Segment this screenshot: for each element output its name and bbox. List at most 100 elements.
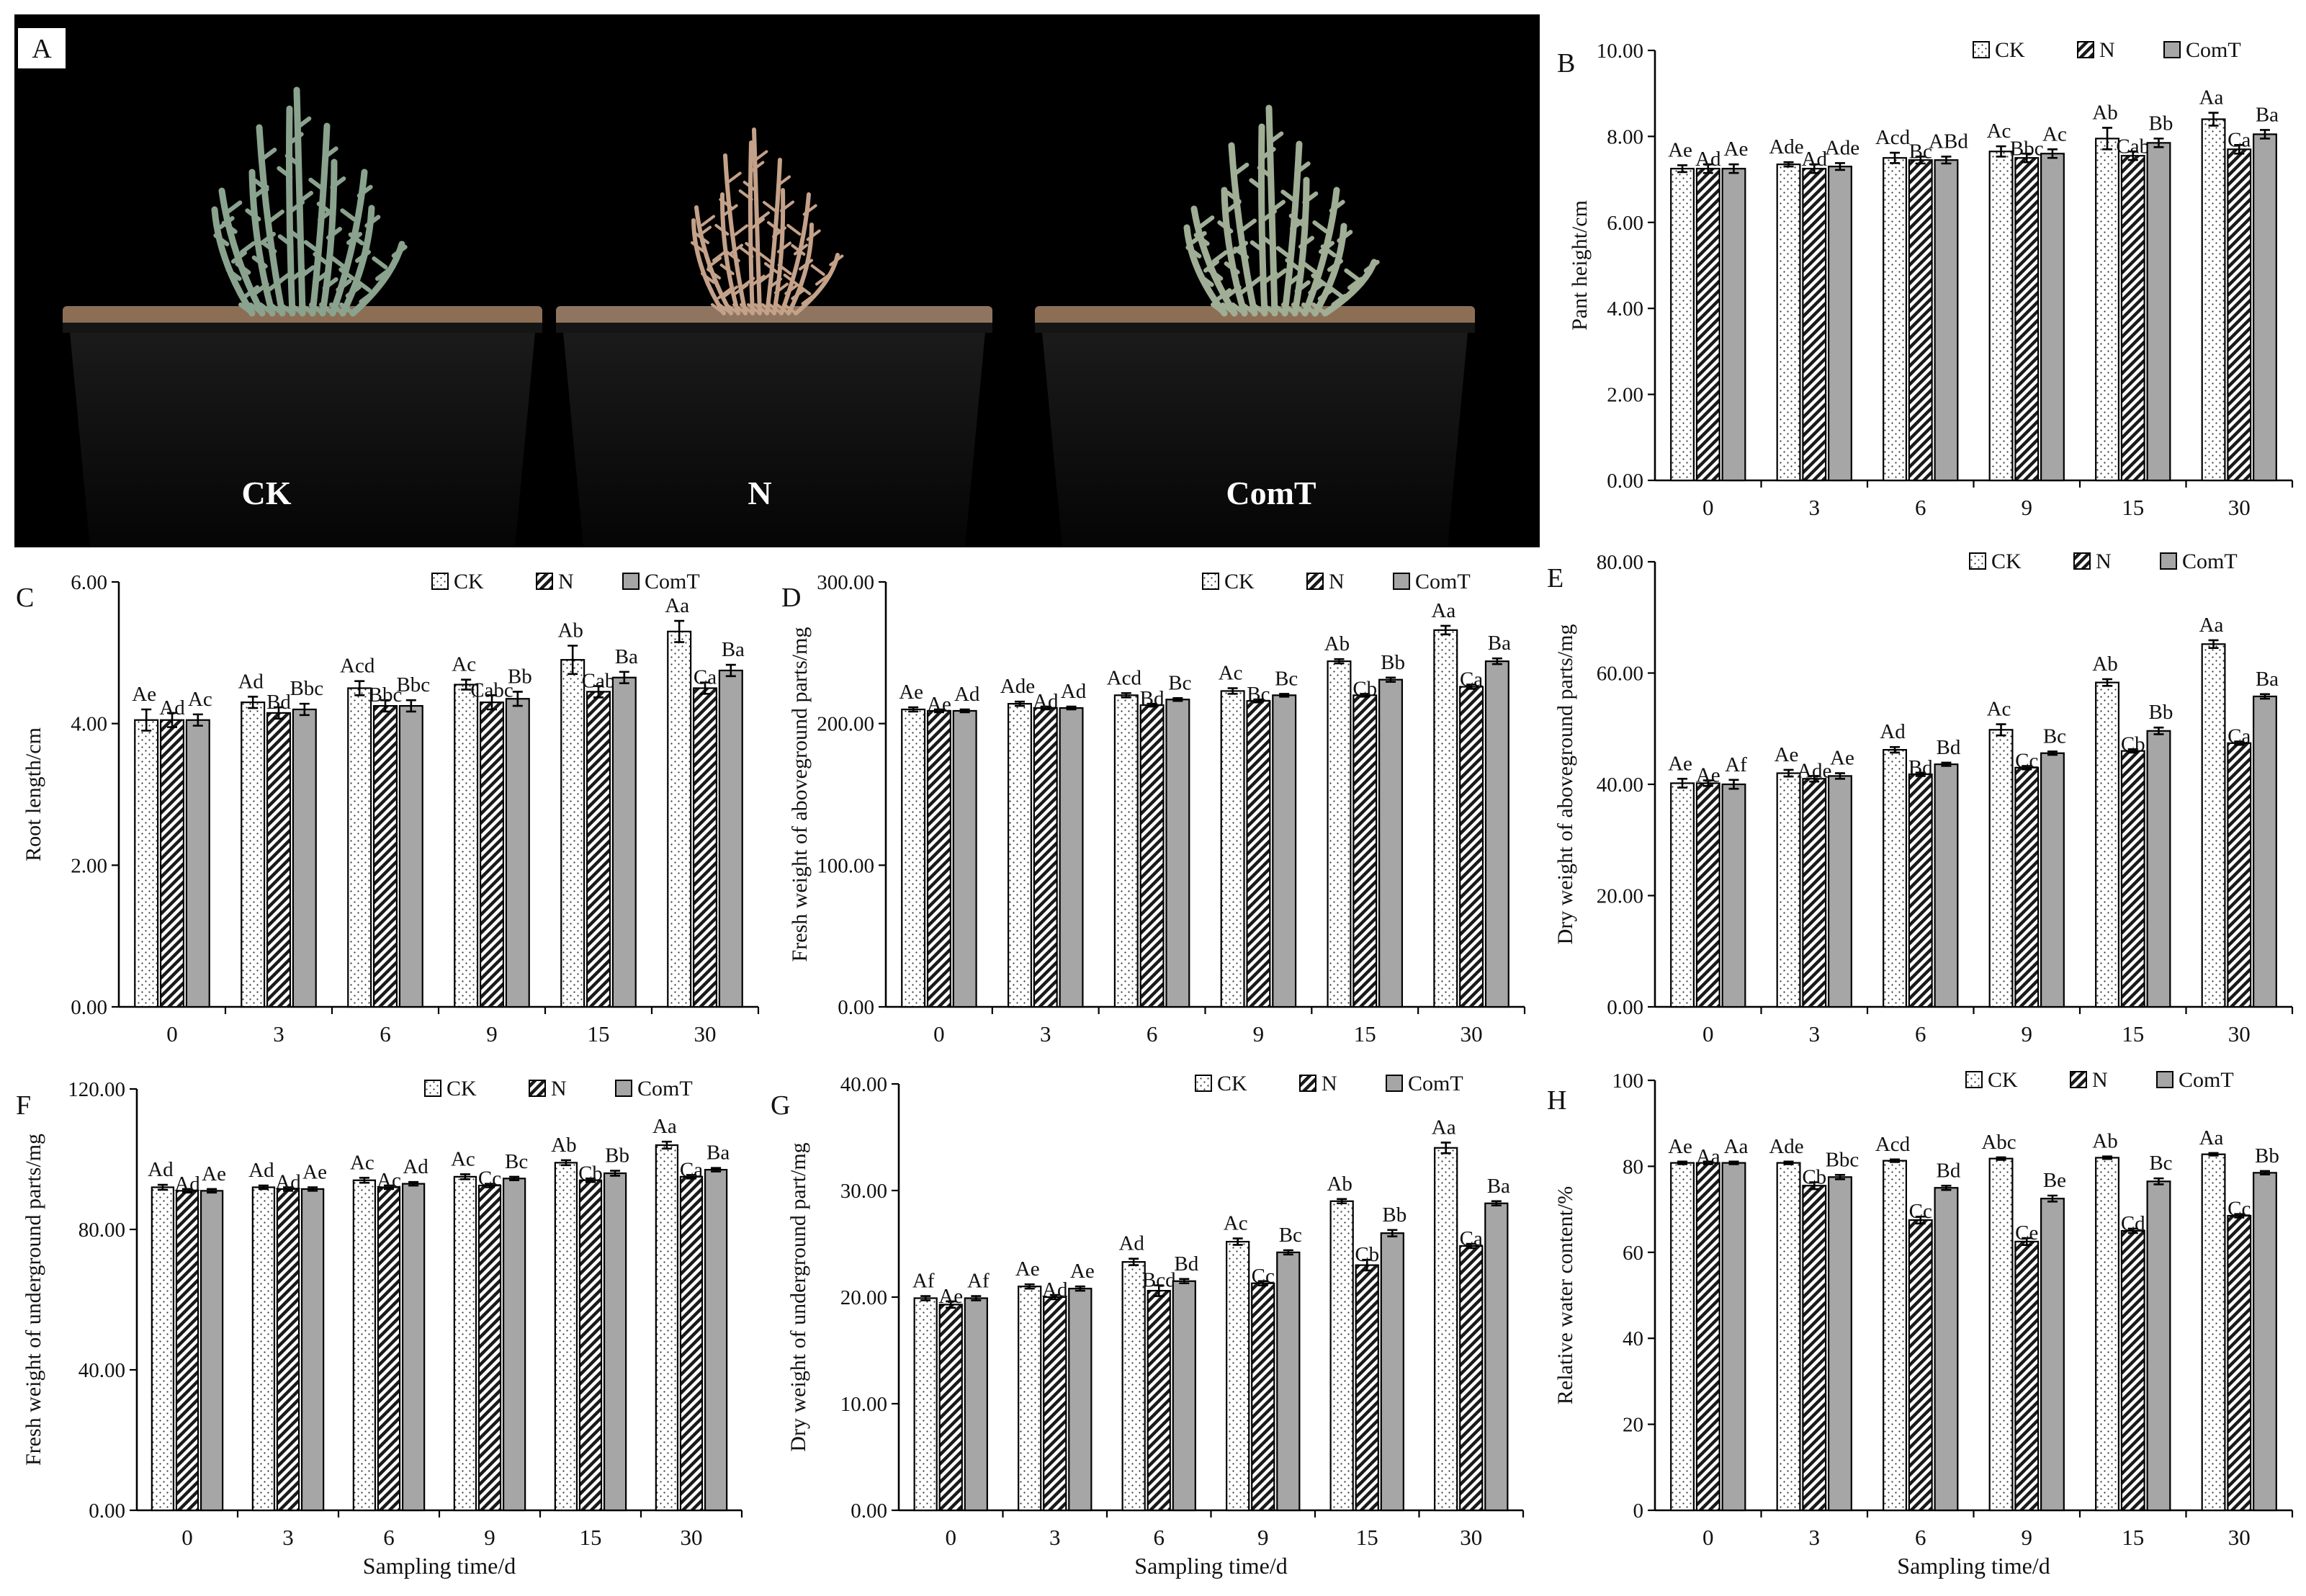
x-tick-label: 15: [588, 1021, 610, 1046]
bar-n: [1251, 1282, 1275, 1512]
significance-label: Bcd: [1142, 1269, 1176, 1292]
bar-ck: [1433, 629, 1458, 1008]
y-tick-label: 200.00: [817, 713, 874, 736]
plant-leaf: [245, 208, 261, 222]
error-bar: [2047, 750, 2058, 756]
significance-label: Ba: [615, 645, 638, 668]
bar-ck: [1329, 1200, 1354, 1512]
significance-label: Aa: [1432, 1116, 1456, 1139]
bar-n: [1355, 1264, 1379, 1512]
bar-ck: [1670, 168, 1695, 482]
bar-comt: [300, 1188, 325, 1512]
plant-leaf: [1251, 302, 1267, 315]
plant-leaf: [761, 303, 776, 315]
error-bar: [1834, 772, 1845, 780]
significance-label: Ade: [1797, 759, 1831, 782]
plant-leaf: [815, 274, 830, 286]
plant-leaf: [1271, 268, 1288, 282]
bar-comt: [292, 708, 317, 1008]
error-bar: [487, 694, 497, 711]
x-tick-label: 9: [2022, 1525, 2033, 1550]
error-bar: [384, 1184, 394, 1191]
plant-leaf: [1317, 287, 1334, 301]
plant-leaf: [261, 148, 277, 161]
significance-label: Ca: [2228, 128, 2251, 151]
significance-label: Ac: [452, 653, 476, 676]
error-bar: [1996, 145, 2006, 158]
bar-ck: [1113, 694, 1139, 1008]
plant-leaf: [806, 229, 821, 241]
significance-label: Ae: [1668, 138, 1692, 161]
plant-leaf: [712, 250, 727, 262]
significance-label: Ad: [1695, 148, 1721, 171]
significance-label: Cc: [2228, 1198, 2251, 1221]
plant-leaf: [791, 288, 806, 300]
bar-comt: [1272, 694, 1297, 1008]
legend-label-comt: ComT: [2182, 550, 2238, 573]
y-tick-label: 60: [1623, 1242, 1643, 1265]
plant-leaf: [356, 184, 373, 198]
bar-ck: [2095, 1157, 2119, 1512]
significance-label: Ba: [722, 638, 745, 661]
significance-label: Ba: [1488, 632, 1511, 655]
y-tick-label: 4.00: [71, 713, 107, 736]
significance-label: Ac: [1219, 662, 1243, 685]
significance-label: Ac: [1987, 120, 2011, 143]
bar-n: [679, 1175, 704, 1512]
plant-leaf: [225, 268, 242, 281]
significance-label: Bd: [1937, 1159, 1961, 1182]
legend-label-comt: ComT: [1415, 570, 1471, 593]
plant-leaf: [251, 255, 268, 269]
bar-n: [477, 1184, 502, 1512]
plant-leaf: [711, 303, 725, 315]
plant-leaf: [725, 303, 740, 315]
plant-leaf: [783, 274, 798, 285]
plant-leaf: [322, 146, 338, 160]
significance-label: Aa: [1431, 599, 1455, 622]
bar-comt: [1721, 168, 1746, 482]
plant-leaf: [336, 279, 352, 292]
error-bar: [1040, 705, 1051, 711]
significance-label: Bb: [2149, 112, 2173, 135]
significance-label: Cc: [1909, 1200, 1932, 1223]
x-tick-label: 0: [166, 1021, 178, 1046]
plant-leaf: [295, 116, 312, 130]
plant-leaf: [764, 262, 779, 274]
bar-comt: [1828, 1176, 1852, 1512]
error-bar: [512, 691, 523, 707]
plant-stem: [1190, 205, 1238, 317]
significance-label: Ab: [1327, 1173, 1352, 1196]
bar-comt: [1484, 1202, 1509, 1512]
significance-label: Ad: [954, 683, 980, 706]
panel-label-f: F: [16, 1090, 31, 1121]
bar-n: [2120, 750, 2145, 1008]
bar-comt: [401, 1183, 426, 1512]
bar-n: [2120, 1229, 2145, 1512]
plant-leaf: [1268, 131, 1284, 145]
bar-comt: [704, 1169, 728, 1512]
legend-label-ck: CK: [1217, 1072, 1247, 1095]
bar-comt: [1276, 1251, 1301, 1512]
x-tick-label: 15: [1356, 1525, 1378, 1550]
significance-label: Cab: [582, 670, 616, 693]
error-bar: [1172, 696, 1183, 702]
pot-label-n: N: [748, 475, 771, 511]
plant-leaf: [313, 252, 329, 265]
legend-label-comt: ComT: [2179, 1068, 2234, 1092]
x-axis-title: Sampling time/d: [1897, 1553, 2050, 1579]
x-tick-label: 3: [1809, 1021, 1821, 1046]
significance-label: Ab: [551, 1134, 576, 1157]
x-axis-title: Sampling time/d: [1134, 1553, 1287, 1579]
bar-n: [2227, 742, 2252, 1008]
plant-leaf: [235, 261, 251, 275]
error-bar: [1834, 162, 1845, 171]
plant-stem: [719, 192, 740, 315]
plant-leaf: [755, 211, 770, 223]
plant-leaf: [1311, 302, 1327, 315]
bar-ck: [347, 687, 372, 1008]
error-bar: [1154, 1284, 1165, 1297]
error-bar: [2047, 1194, 2058, 1203]
y-tick-label: 60.00: [1597, 663, 1643, 686]
legend-swatch-n: [2070, 1071, 2087, 1088]
